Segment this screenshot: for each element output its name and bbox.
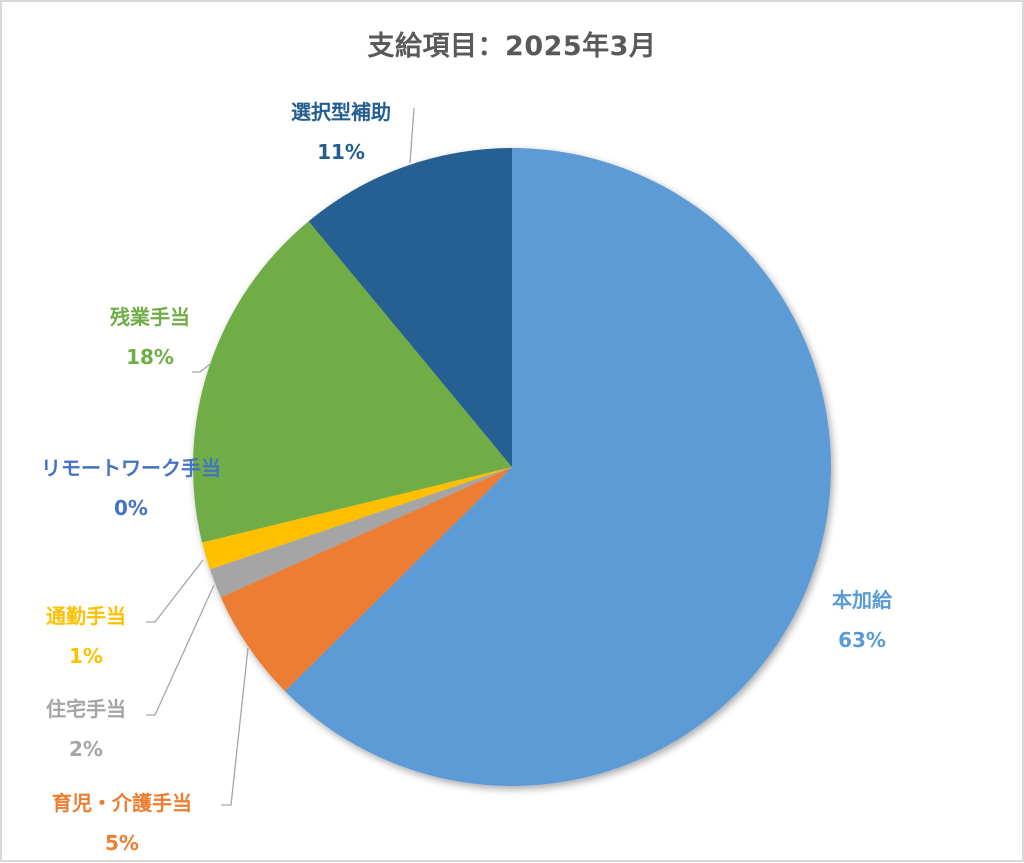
label-percent: 18% [126, 345, 174, 369]
label-name: 残業手当 [110, 305, 190, 329]
label-percent: 11% [317, 140, 365, 164]
data-label-commute: 通勤手当 1% [26, 596, 146, 676]
label-percent: 63% [838, 628, 886, 652]
label-percent: 0% [114, 496, 148, 520]
chart-title: 支給項目：2025年3月 [367, 31, 657, 62]
label-percent: 5% [105, 831, 139, 855]
data-label-selective-subsidy: 選択型補助 11% [266, 92, 416, 172]
data-label-remote-work: リモートワーク手当 0% [8, 448, 254, 528]
slice-commute[interactable] [202, 467, 513, 570]
label-name: 選択型補助 [291, 100, 391, 124]
pie-slices [193, 148, 831, 787]
label-name: 住宅手当 [46, 697, 126, 721]
data-label-housing: 住宅手当 2% [26, 689, 146, 769]
slice-base-pay[interactable] [285, 148, 831, 787]
leader-lines [146, 107, 415, 806]
leader-line-housing [146, 584, 215, 716]
label-name: 通勤手当 [46, 604, 126, 628]
label-name: 本加給 [832, 588, 892, 612]
leader-line-overtime [192, 363, 211, 373]
label-percent: 2% [69, 737, 103, 761]
slice-childcare-nursing[interactable] [220, 467, 512, 692]
slice-overtime[interactable] [193, 221, 513, 543]
label-percent: 1% [69, 644, 103, 668]
leader-line-childcare [221, 647, 249, 806]
leader-line-selective [409, 107, 415, 164]
data-label-overtime: 残業手当 18% [90, 297, 210, 377]
label-name: 育児・介護手当 [52, 791, 192, 815]
data-label-base-pay: 本加給 63% [792, 580, 932, 660]
slice-housing[interactable] [209, 467, 512, 598]
slice-selective-subsidy[interactable] [308, 148, 512, 467]
leader-line-commute [146, 559, 204, 623]
label-name: リモートワーク手当 [41, 456, 221, 480]
data-label-childcare-nursing: 育児・介護手当 5% [22, 783, 222, 863]
